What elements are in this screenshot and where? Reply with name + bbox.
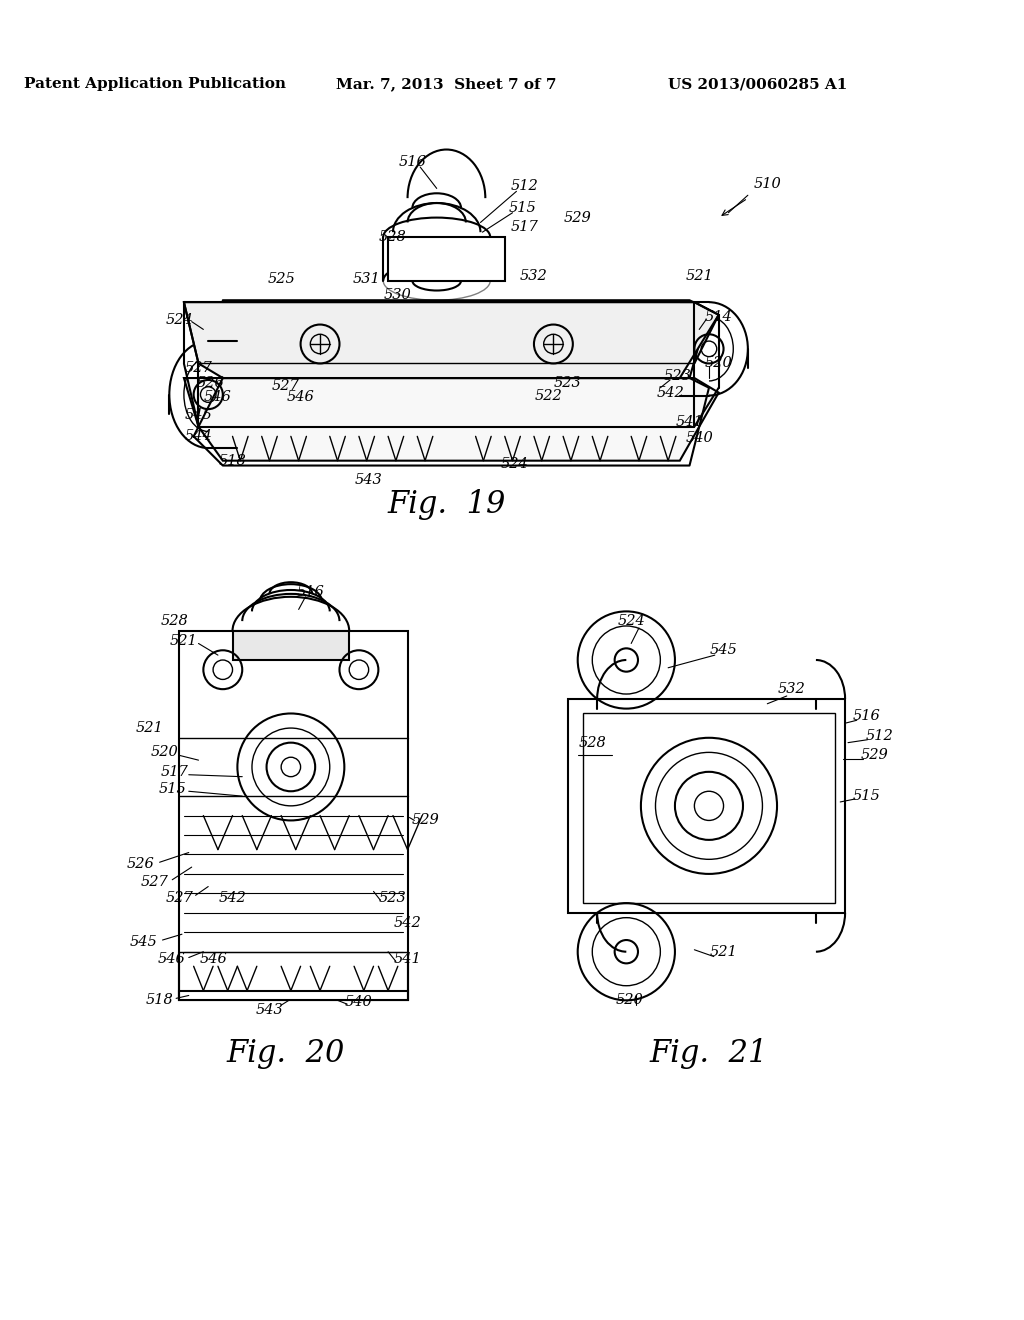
Text: 510: 510 xyxy=(754,177,781,190)
Text: 512: 512 xyxy=(865,729,893,743)
Polygon shape xyxy=(179,631,408,1001)
Polygon shape xyxy=(388,238,505,281)
Text: 524: 524 xyxy=(501,457,528,471)
Text: 514: 514 xyxy=(705,310,732,323)
Text: 546: 546 xyxy=(204,391,231,404)
Text: 527: 527 xyxy=(165,891,193,906)
Text: Fig.  21: Fig. 21 xyxy=(650,1039,768,1069)
Text: 527: 527 xyxy=(184,362,212,375)
Text: 528: 528 xyxy=(379,230,407,244)
Text: Fig.  20: Fig. 20 xyxy=(227,1039,345,1069)
Text: 530: 530 xyxy=(384,288,412,302)
Text: 521: 521 xyxy=(710,945,737,958)
Text: 520: 520 xyxy=(615,994,643,1007)
Text: 543: 543 xyxy=(354,473,383,487)
Text: 527: 527 xyxy=(141,875,169,888)
Text: 542: 542 xyxy=(219,891,247,906)
Text: 526: 526 xyxy=(197,376,224,389)
Text: 512: 512 xyxy=(510,178,538,193)
Text: 521: 521 xyxy=(685,269,713,282)
Text: 544: 544 xyxy=(184,429,212,444)
Polygon shape xyxy=(179,990,408,1001)
Text: 524: 524 xyxy=(617,614,645,628)
Polygon shape xyxy=(568,698,845,913)
Text: 541: 541 xyxy=(676,414,703,429)
Text: 541: 541 xyxy=(393,953,422,966)
Text: 531: 531 xyxy=(353,272,381,286)
Text: 529: 529 xyxy=(564,211,592,224)
Polygon shape xyxy=(184,378,719,461)
Polygon shape xyxy=(232,631,349,660)
Text: 528: 528 xyxy=(579,735,606,750)
Text: 542: 542 xyxy=(393,916,422,929)
Text: Mar. 7, 2013  Sheet 7 of 7: Mar. 7, 2013 Sheet 7 of 7 xyxy=(336,78,557,91)
Text: 546: 546 xyxy=(158,953,185,966)
Text: 546: 546 xyxy=(200,953,227,966)
Text: 515: 515 xyxy=(159,783,186,796)
Text: 532: 532 xyxy=(520,269,548,282)
Text: 523: 523 xyxy=(664,370,692,383)
Text: 545: 545 xyxy=(710,643,737,657)
Text: 540: 540 xyxy=(345,995,373,1010)
Text: 520: 520 xyxy=(151,746,178,759)
Text: 523: 523 xyxy=(379,891,407,906)
Text: 542: 542 xyxy=(656,385,684,400)
Text: 520: 520 xyxy=(705,356,732,371)
Text: 545: 545 xyxy=(184,408,212,422)
Polygon shape xyxy=(184,302,719,378)
Text: 515: 515 xyxy=(853,789,881,803)
Text: 517: 517 xyxy=(161,764,188,779)
Text: 521: 521 xyxy=(136,721,164,735)
Text: 540: 540 xyxy=(685,432,713,445)
Text: 543: 543 xyxy=(256,1003,284,1016)
Text: Patent Application Publication: Patent Application Publication xyxy=(24,78,286,91)
Text: 516: 516 xyxy=(296,585,325,599)
Text: Fig.  19: Fig. 19 xyxy=(387,488,506,520)
Text: 523: 523 xyxy=(554,376,582,389)
Text: US 2013/0060285 A1: US 2013/0060285 A1 xyxy=(668,78,847,91)
Text: 516: 516 xyxy=(853,709,881,723)
Text: 525: 525 xyxy=(267,272,295,286)
Text: 522: 522 xyxy=(535,388,562,403)
Text: 546: 546 xyxy=(287,391,314,404)
Text: 518: 518 xyxy=(219,454,247,467)
Text: 532: 532 xyxy=(778,682,806,696)
Text: 529: 529 xyxy=(412,813,439,828)
Text: 517: 517 xyxy=(510,220,538,235)
Text: 524: 524 xyxy=(165,313,193,326)
Text: 518: 518 xyxy=(145,994,173,1007)
Text: 528: 528 xyxy=(161,614,188,628)
Text: 527: 527 xyxy=(272,379,300,393)
Text: 515: 515 xyxy=(508,201,537,215)
Text: 545: 545 xyxy=(129,935,157,949)
Text: 516: 516 xyxy=(398,156,426,169)
Text: 529: 529 xyxy=(860,748,888,762)
Text: 526: 526 xyxy=(126,857,154,871)
Text: 521: 521 xyxy=(170,634,198,648)
